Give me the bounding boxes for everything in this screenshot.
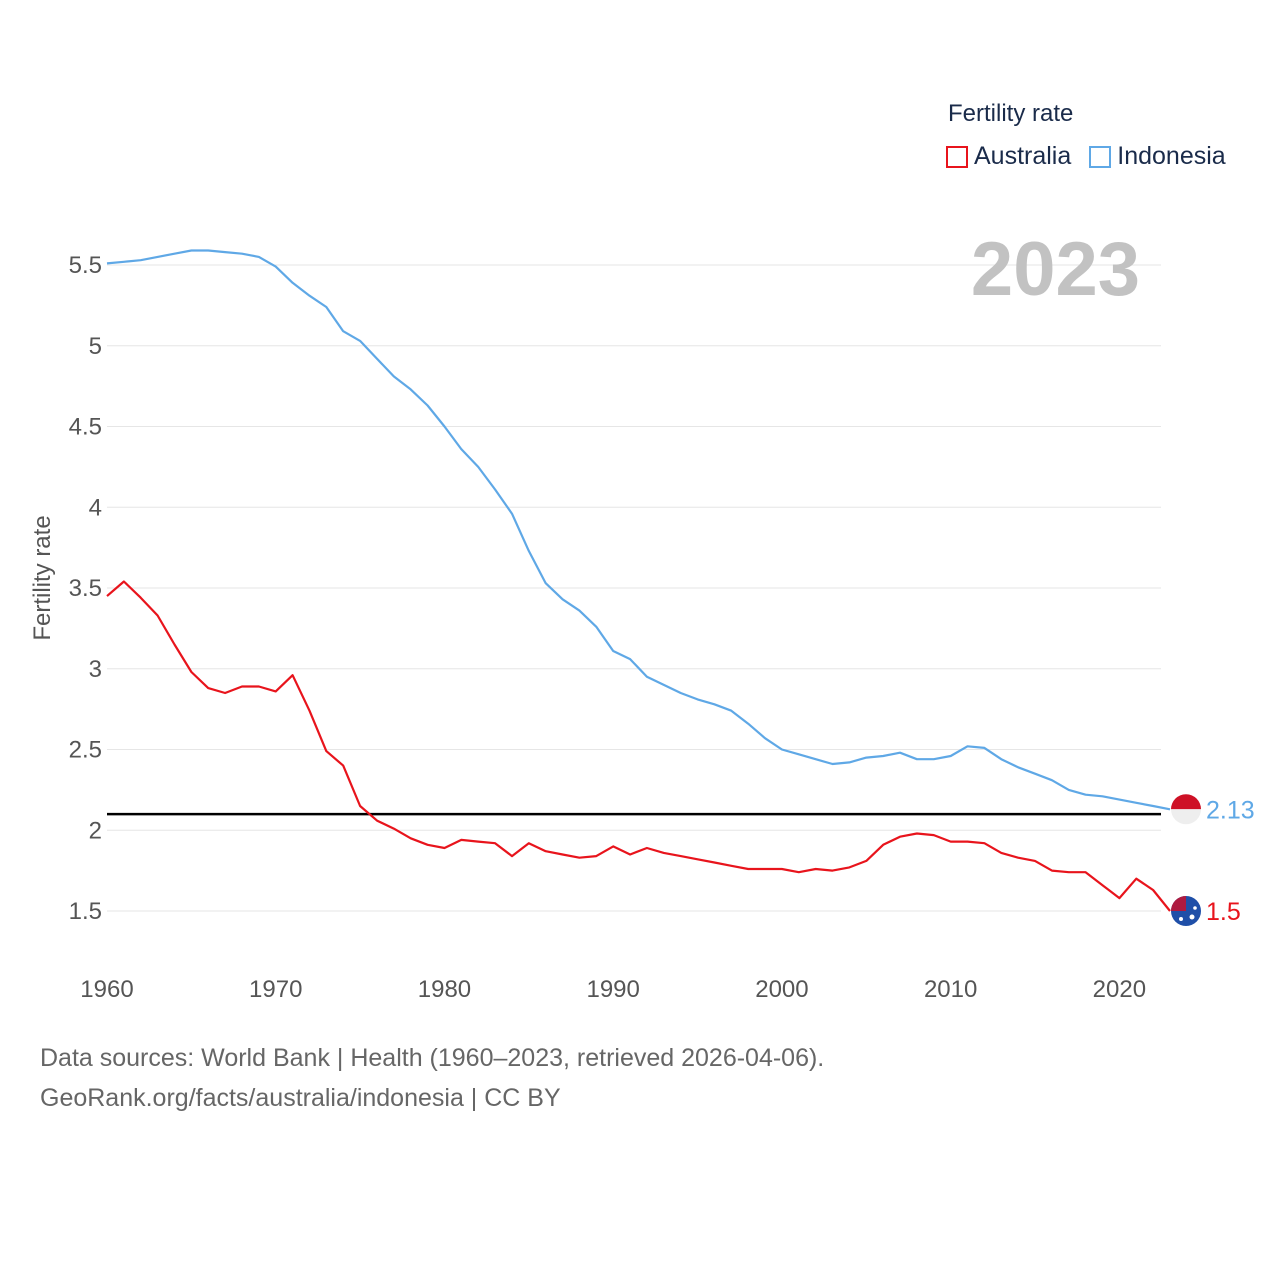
end-markers: 1.5 2.13 <box>1171 794 1255 926</box>
series-lines <box>106 249 1171 912</box>
legend-label-indonesia: Indonesia <box>1117 142 1226 170</box>
x-tick-label: 1960 <box>80 976 133 1003</box>
indonesia-flag-icon-lower <box>1171 809 1201 825</box>
x-tick-label: 2010 <box>924 976 977 1003</box>
y-tick-label: 4 <box>89 494 102 521</box>
legend-swatch-australia <box>946 145 968 168</box>
australia-flag-star-icon <box>1179 917 1183 921</box>
series-line-australia <box>106 580 1171 912</box>
y-tick-label: 5.5 <box>69 252 102 279</box>
x-tick-label: 1970 <box>249 976 302 1003</box>
series-line-indonesia <box>106 249 1171 811</box>
x-tick-label: 1990 <box>586 976 639 1003</box>
y-tick-label: 1.5 <box>69 898 102 925</box>
legend-label-australia: Australia <box>974 142 1072 170</box>
x-tick-label: 2020 <box>1093 976 1146 1003</box>
indonesia-flag-icon <box>1171 794 1201 810</box>
australia-flag-star-icon <box>1189 914 1195 920</box>
legend: Australia Indonesia <box>946 142 1226 171</box>
x-axis-ticks: 1960 1970 1980 1990 2000 2010 2020 <box>80 976 1146 1003</box>
end-value-label-indonesia: 2.13 <box>1206 796 1255 824</box>
legend-swatch-indonesia <box>1089 145 1112 168</box>
y-tick-label: 5 <box>89 333 102 360</box>
australia-flag-star-icon <box>1193 906 1197 910</box>
gridlines <box>107 264 1161 912</box>
current-year-label: 2023 <box>970 227 1140 312</box>
y-tick-label: 2 <box>89 817 102 844</box>
australia-flag-union-icon <box>1171 896 1186 911</box>
legend-title: Fertility rate <box>948 100 1074 127</box>
footer-sources: Data sources: World Bank | Health (1960–… <box>40 1044 825 1072</box>
x-tick-label: 1980 <box>418 976 471 1003</box>
y-tick-label: 3 <box>89 656 102 683</box>
legend-item-australia[interactable]: Australia <box>946 142 1071 171</box>
y-tick-label: 3.5 <box>69 575 102 602</box>
legend-item-indonesia[interactable]: Indonesia <box>1089 142 1226 171</box>
y-axis-label: Fertility rate <box>29 515 56 641</box>
y-axis-ticks: 1.5 2 2.5 3 3.5 4 4.5 5 5.5 <box>69 252 102 925</box>
end-value-label-australia: 1.5 <box>1206 898 1241 926</box>
footer-credit: GeoRank.org/facts/australia/indonesia | … <box>40 1084 561 1112</box>
y-tick-label: 2.5 <box>69 737 102 764</box>
y-tick-label: 4.5 <box>69 414 102 441</box>
x-tick-label: 2000 <box>755 976 808 1003</box>
